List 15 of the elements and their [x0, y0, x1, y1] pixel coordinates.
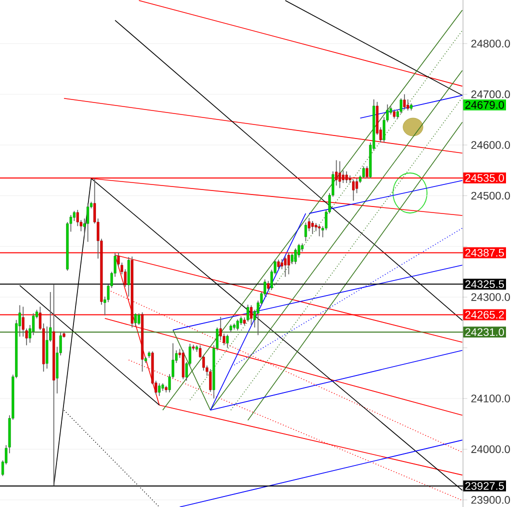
y-tick-label: 23900.0 [471, 496, 510, 504]
ref-line-label: 24387.5 [465, 248, 504, 257]
y-tick-label: 24700.0 [471, 90, 510, 98]
y-tick-label: 24100.0 [471, 394, 510, 402]
text: 24679.0 [465, 101, 504, 109]
y-tick-label: 24800.0 [471, 40, 510, 48]
ref-line-label: 24325.5 [465, 280, 504, 288]
y-tick-label: 24000.0 [471, 445, 510, 454]
y-tick-label: 24600.0 [471, 141, 510, 149]
y-tick-label: 24500.0 [471, 192, 510, 200]
ref-line-label: 24231.0 [465, 328, 504, 336]
ref-line-label: 24535.0 [465, 174, 504, 182]
y-tick-label: 24300.0 [471, 293, 510, 301]
ref-line-label: 23927.5 [465, 482, 504, 490]
ref-line-label: 24265.2 [465, 310, 504, 319]
